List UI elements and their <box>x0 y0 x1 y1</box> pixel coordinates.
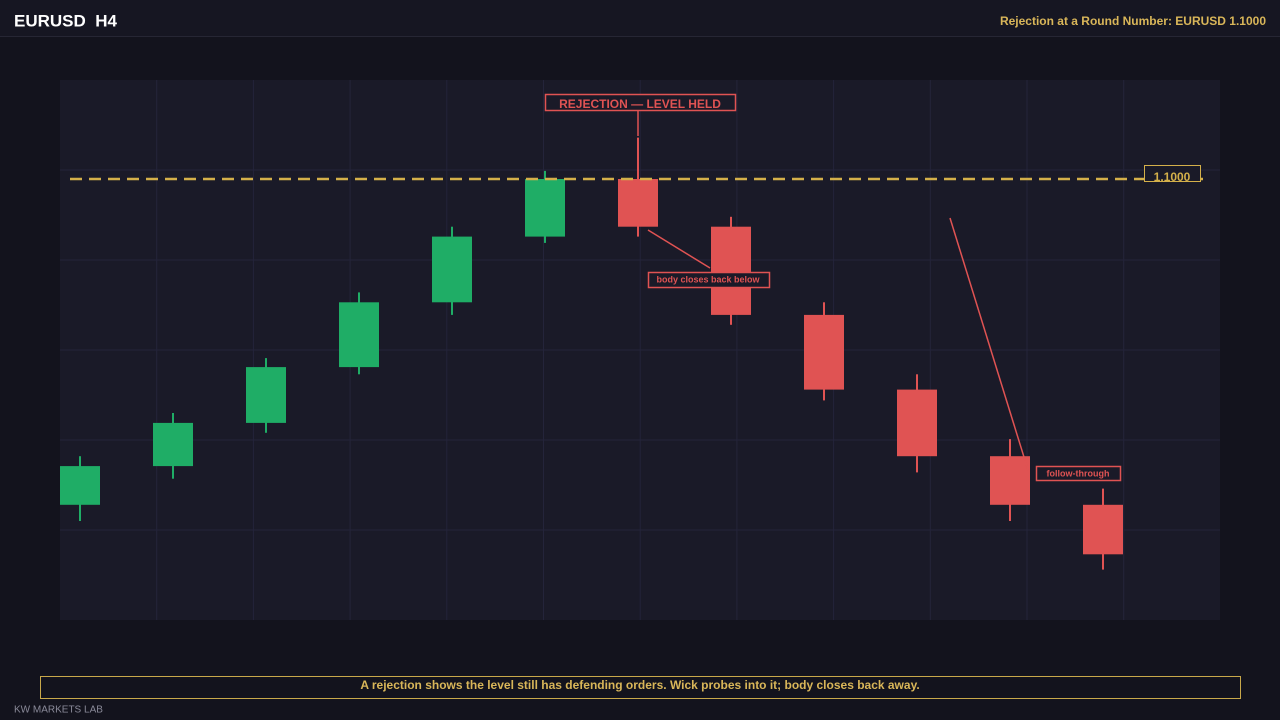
annotation-pointer <box>647 229 711 269</box>
candle-body <box>711 226 751 315</box>
candle-body <box>60 466 100 505</box>
caption: A rejection shows the level still has de… <box>360 678 919 692</box>
annotation-box <box>544 93 737 112</box>
annotation: body closes back below <box>656 274 760 284</box>
candle-body <box>246 367 286 423</box>
annotation: follow-through <box>1047 468 1110 478</box>
candle-body <box>897 389 937 457</box>
footer: KW MARKETS LAB <box>14 705 103 716</box>
caption-box <box>40 676 1241 699</box>
candle-body <box>804 314 844 390</box>
level-label: 1.1000 <box>1154 170 1191 184</box>
candle-body <box>153 422 193 467</box>
annotation: REJECTION — LEVEL HELD <box>559 97 721 111</box>
title: EURUSD H4 <box>14 11 118 30</box>
candle-body <box>432 236 472 303</box>
annotation-pointer <box>949 217 1029 471</box>
candle-body <box>618 179 658 227</box>
candle-body <box>1083 504 1123 555</box>
subtitle: Rejection at a Round Number: EURUSD 1.10… <box>1000 14 1266 28</box>
level-label-box <box>1144 165 1201 182</box>
candle-body <box>525 179 565 237</box>
candle-body <box>990 456 1030 505</box>
annotation-box <box>1035 465 1122 482</box>
annotation-box <box>647 271 771 289</box>
header-bar <box>0 0 1280 36</box>
candle-body <box>339 302 379 368</box>
